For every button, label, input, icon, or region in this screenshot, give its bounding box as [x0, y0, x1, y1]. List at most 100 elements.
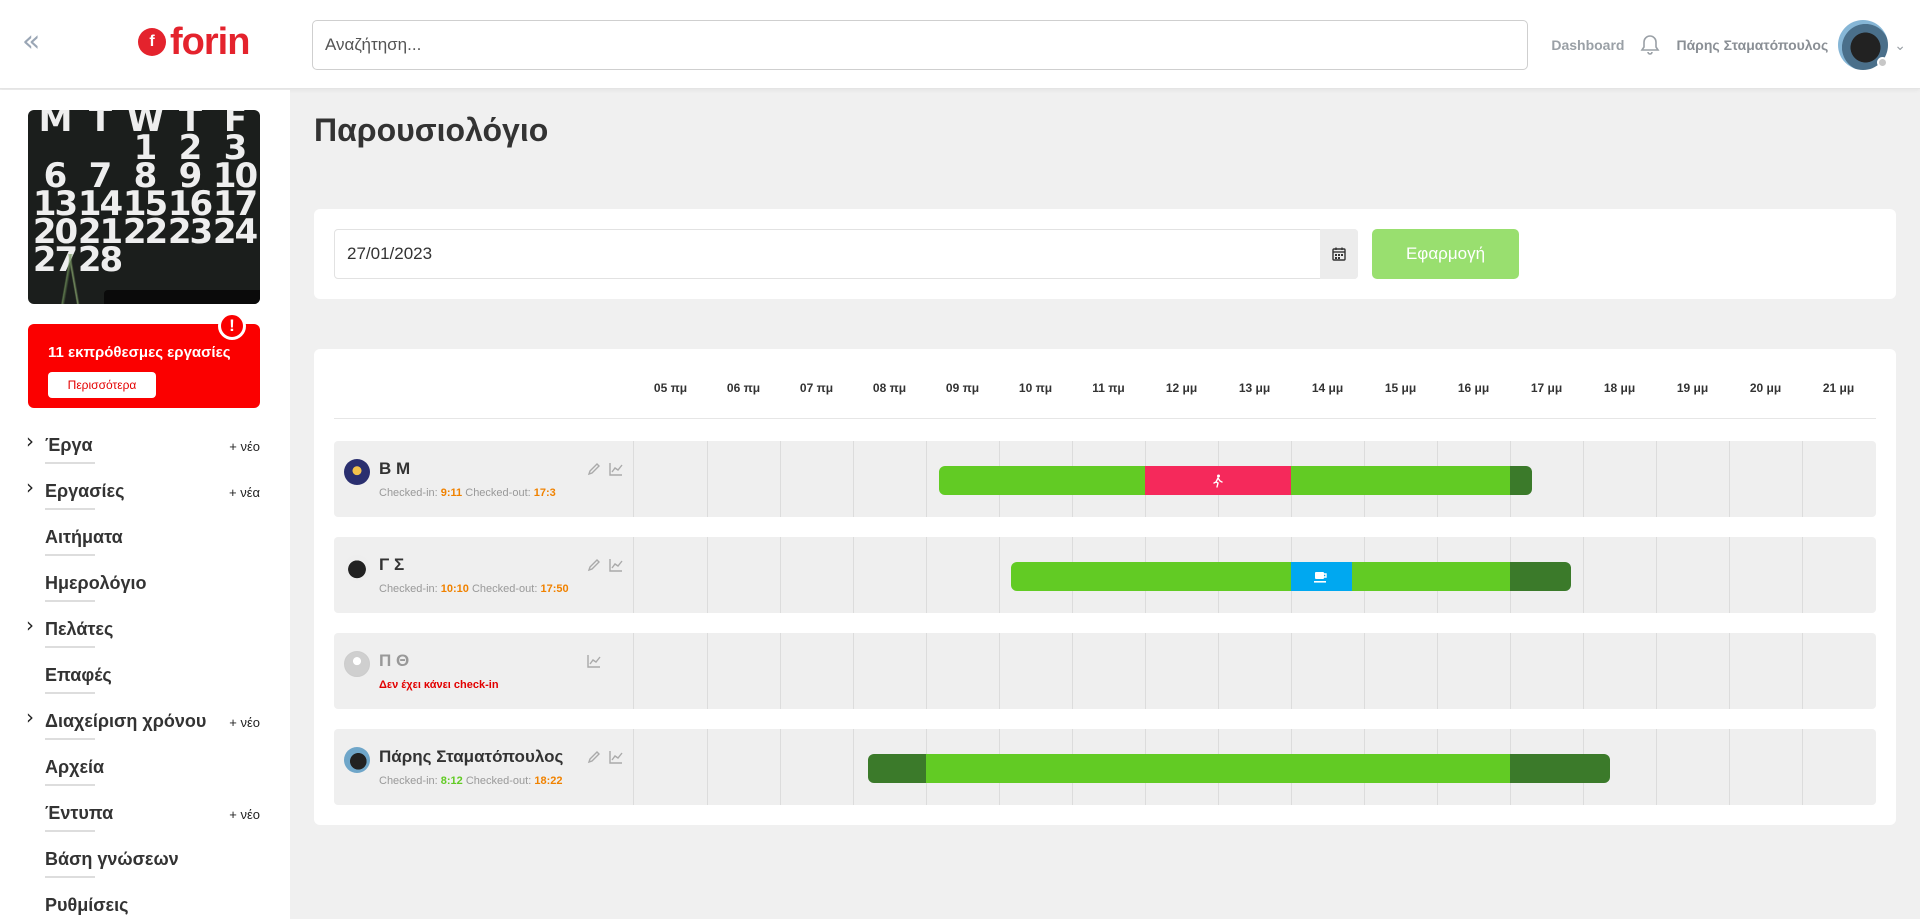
- sidebar-item-new-link[interactable]: + νέα: [228, 485, 260, 500]
- chevron-right-icon[interactable]: ›: [26, 613, 34, 637]
- user-name[interactable]: Πάρης Σταματόπουλος: [1676, 37, 1829, 53]
- hour-gridline: [780, 537, 781, 613]
- stats-chart-icon[interactable]: [608, 557, 624, 573]
- bar-segment-overtime[interactable]: [867, 754, 926, 783]
- calendar-image: MTWTF123678910131415161720212223242728: [28, 110, 260, 304]
- search-input[interactable]: [312, 20, 1528, 70]
- checked-out-label: Checked-out:: [471, 583, 541, 595]
- date-input[interactable]: 27/01/2023: [334, 229, 1358, 279]
- hour-gridline: [1583, 441, 1584, 517]
- attendance-timeline: 05 πμ 06 πμ 07 πμ 08 πμ 09 πμ 10 πμ 11 πμ 12 μμ…: [314, 349, 1896, 825]
- stats-chart-icon[interactable]: [586, 653, 602, 669]
- bar-segment-work[interactable]: [1351, 562, 1510, 591]
- logo-text: forin: [170, 20, 250, 63]
- hour-gridline: [1729, 729, 1730, 805]
- hour-label: 20 μμ: [1749, 381, 1782, 395]
- hour-label: 15 μμ: [1384, 381, 1417, 395]
- calendar-image-cell: 6: [43, 156, 68, 196]
- overdue-tasks-card: 11 εκπρόθεσμες εργασίες Περισσότερα: [28, 324, 260, 408]
- calendar-image-cell: W: [126, 110, 165, 140]
- sidebar-item-4[interactable]: › Πελάτες: [0, 607, 290, 653]
- sidebar-item-3[interactable]: Ημερολόγιο: [0, 561, 290, 607]
- employee-name[interactable]: Πάρης Σταματόπουλος: [379, 747, 564, 766]
- hour-label: 14 μμ: [1311, 381, 1344, 395]
- sidebar-item-new-link[interactable]: + νέο: [229, 715, 260, 730]
- hour-gridline: [1437, 633, 1438, 709]
- bar-segment-work[interactable]: [1011, 562, 1291, 591]
- chevron-down-icon[interactable]: ⌄: [1894, 36, 1906, 53]
- employee-name[interactable]: Γ Σ: [379, 555, 405, 574]
- hour-gridline: [1729, 441, 1730, 517]
- calendar-picker-button[interactable]: [1320, 229, 1358, 279]
- bar-segment-overtime[interactable]: [1509, 466, 1532, 495]
- collapse-sidebar-icon[interactable]: «: [22, 24, 41, 59]
- user-avatar-1: [344, 459, 370, 485]
- dashboard-link[interactable]: Dashboard: [1551, 37, 1625, 53]
- attendance-bar[interactable]: [939, 466, 1532, 495]
- bar-segment-work[interactable]: [939, 466, 1145, 495]
- attendance-bar[interactable]: [867, 754, 1610, 783]
- walk-icon: [1213, 474, 1223, 488]
- sidebar-item-9[interactable]: Βάση γνώσεων: [0, 837, 290, 883]
- bar-segment-break-coffee[interactable]: [1290, 562, 1352, 591]
- sidebar-item-7[interactable]: Αρχεία: [0, 745, 290, 791]
- bar-segment-overtime[interactable]: [1509, 562, 1571, 591]
- hour-gridline: [1802, 537, 1803, 613]
- bar-segment-work[interactable]: [1290, 466, 1510, 495]
- notifications-bell-icon[interactable]: [1638, 33, 1662, 57]
- hour-label: 09 πμ: [945, 381, 980, 395]
- hour-gridline: [1729, 537, 1730, 613]
- stats-chart-icon[interactable]: [608, 461, 624, 477]
- calendar-image-cell: 2: [178, 128, 203, 168]
- edit-pencil-icon[interactable]: [586, 461, 602, 477]
- hour-gridline: [1364, 633, 1365, 709]
- employee-info: Β Μ Checked-in: 9:11 Checked-out: 17:3: [334, 441, 634, 517]
- hour-label: 17 μμ: [1530, 381, 1563, 395]
- hour-gridline: [1802, 441, 1803, 517]
- sidebar-item-1[interactable]: › Εργασίες + νέα: [0, 469, 290, 515]
- checked-in-label: Checked-in:: [379, 775, 441, 787]
- hour-gridline: [1656, 633, 1657, 709]
- date-filter-card: 27/01/2023 Εφαρμογή: [314, 209, 1896, 299]
- sidebar-item-2[interactable]: Αιτήματα: [0, 515, 290, 561]
- hour-gridline: [1802, 729, 1803, 805]
- sidebar-item-6[interactable]: › Διαχείριση χρόνου + νέο: [0, 699, 290, 745]
- user-avatar[interactable]: [1838, 20, 1889, 70]
- sidebar-item-new-link[interactable]: + νέο: [229, 807, 260, 822]
- bar-segment-break-walk[interactable]: [1144, 466, 1291, 495]
- employee-name[interactable]: Β Μ: [379, 459, 411, 478]
- employee-info: Γ Σ Checked-in: 10:10 Checked-out: 17:50: [334, 537, 634, 613]
- sidebar-item-8[interactable]: Έντυπα + νέο: [0, 791, 290, 837]
- bar-segment-work[interactable]: [925, 754, 1510, 783]
- hour-gridline: [853, 633, 854, 709]
- apply-button[interactable]: Εφαρμογή: [1372, 229, 1519, 279]
- sidebar-item-0[interactable]: › Έργα + νέο: [0, 423, 290, 469]
- sidebar-item-10[interactable]: Ρυθμίσεις: [0, 883, 290, 916]
- stats-chart-icon[interactable]: [608, 749, 624, 765]
- hours-header: 05 πμ 06 πμ 07 πμ 08 πμ 09 πμ 10 πμ 11 πμ 12 μμ…: [334, 349, 1876, 419]
- chevron-right-icon[interactable]: ›: [26, 705, 34, 729]
- sidebar-item-5[interactable]: Επαφές: [0, 653, 290, 699]
- checked-in-time: 9:11: [440, 487, 463, 499]
- logo[interactable]: f forin: [138, 20, 250, 63]
- attendance-bar[interactable]: [1011, 562, 1571, 591]
- sidebar-item-new-link[interactable]: + νέο: [229, 439, 260, 454]
- edit-pencil-icon[interactable]: [586, 749, 602, 765]
- hour-gridline: [926, 537, 927, 613]
- calendar-image-cell: 14: [77, 184, 123, 224]
- hour-gridline: [853, 729, 854, 805]
- chevron-right-icon[interactable]: ›: [26, 429, 34, 453]
- employee-name[interactable]: Π Θ: [379, 651, 410, 670]
- employee-row: Πάρης Σταματόπουλος Checked-in: 8:12 Chec…: [334, 729, 1876, 805]
- chevron-right-icon[interactable]: ›: [26, 475, 34, 499]
- hour-label: 12 μμ: [1165, 381, 1198, 395]
- checked-in-label: Checked-in:: [379, 583, 441, 595]
- sidebar-item-label: Ημερολόγιο: [45, 573, 147, 602]
- edit-pencil-icon[interactable]: [586, 557, 602, 573]
- employee-row: Γ Σ Checked-in: 10:10 Checked-out: 17:50: [334, 537, 1876, 613]
- hour-gridline: [1729, 633, 1730, 709]
- more-button[interactable]: Περισσότερα: [48, 372, 156, 398]
- bar-segment-overtime[interactable]: [1509, 754, 1610, 783]
- employee-row: Π Θ Δεν έχει κάνει check-in: [334, 633, 1876, 709]
- hour-gridline: [707, 537, 708, 613]
